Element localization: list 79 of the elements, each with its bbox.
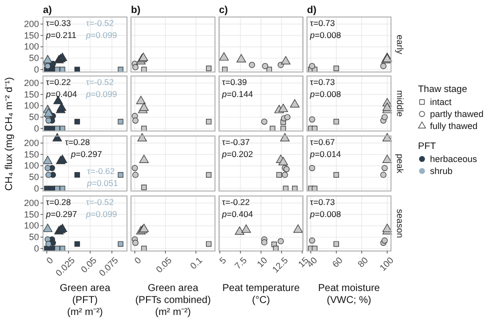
annotation: p=0.099 xyxy=(85,209,118,219)
y-axis-title: CH₄ flux (mg CH₄ m⁻² d⁻¹) xyxy=(4,77,15,191)
y-tick-label: 200 xyxy=(24,138,39,148)
annotation: τ=0.73 xyxy=(310,18,336,28)
y-tick-label: 50 xyxy=(28,232,39,242)
annotation: τ=0.28 xyxy=(46,197,72,207)
x-tick-label: 80 xyxy=(356,255,370,270)
y-tick-label: 0 xyxy=(34,183,39,194)
y-tick-label: 150 xyxy=(24,30,39,40)
y-tick-label: 100 xyxy=(24,42,39,52)
annotation: τ=0.73 xyxy=(310,77,336,87)
annotation: τ=0.33 xyxy=(46,18,72,28)
annotation: p=0.297 xyxy=(70,149,102,159)
annotation: τ=-0.52 xyxy=(86,77,114,87)
text: shrub xyxy=(430,166,453,176)
y-tick-label: 50 xyxy=(28,53,39,64)
annotation: τ=0.67 xyxy=(310,137,336,147)
y2-axis-title: middle xyxy=(395,90,405,117)
y-tick-label: 200 xyxy=(24,198,39,208)
y-tick-label: 150 xyxy=(24,209,39,220)
chart-title: c) xyxy=(219,5,228,16)
annotation: τ=0.73 xyxy=(310,197,336,207)
x-tick-label: 7.5 xyxy=(232,255,249,272)
y-tick-label: 100 xyxy=(24,100,39,111)
y-tick-label: 0 xyxy=(34,64,39,74)
y-tick-label: 100 xyxy=(24,220,39,231)
annotation: p=0.404 xyxy=(221,209,254,219)
x-axis-title: Peat moisture (VWC; %) xyxy=(318,283,380,306)
annotation: p=0.008 xyxy=(309,89,342,99)
annotation: p=0.404 xyxy=(45,89,78,99)
y-tick-label: 200 xyxy=(24,78,39,88)
y-tick-label: 100 xyxy=(24,160,39,171)
x-tick-label: 0 xyxy=(132,255,144,266)
y-tick-label: 50 xyxy=(28,112,39,122)
chart-title: b) xyxy=(131,5,140,16)
annotation: p=0.099 xyxy=(85,30,118,40)
annotation: p=0.144 xyxy=(221,89,254,99)
text: partly thawed xyxy=(430,109,484,119)
annotation: τ=-0.62 xyxy=(87,166,115,176)
annotation: p=0.202 xyxy=(221,149,254,159)
y2-axis-title: peak xyxy=(395,154,405,174)
annotation: p=0.008 xyxy=(309,209,342,219)
x-tick-label: 60 xyxy=(330,255,345,270)
annotation: p=0.051 xyxy=(86,178,118,188)
x-tick-label: 5 xyxy=(217,255,228,266)
annotation: τ=0.39 xyxy=(222,77,248,87)
x-tick-label: 0.1 xyxy=(188,255,204,272)
annotation: τ=-0.52 xyxy=(86,18,114,28)
text: PFT xyxy=(418,141,436,152)
text: herbaceous xyxy=(430,154,478,164)
x-axis-title: Green area (PFT) (m² m⁻²) xyxy=(60,283,111,318)
y-tick-label: 200 xyxy=(24,19,39,30)
y-tick-label: 0 xyxy=(34,243,39,254)
chart-title: a) xyxy=(43,5,52,16)
x-axis-title: Green area (PFTs combined) (m² m⁻²) xyxy=(135,283,211,318)
y2-axis-title: early xyxy=(395,34,405,55)
x-axis-title: Peat temperature (°C) xyxy=(222,283,300,306)
text: fully thawed xyxy=(430,121,478,131)
annotation: p=0.008 xyxy=(309,30,342,40)
x-tick-label: 10 xyxy=(255,255,270,270)
x-tick-label: 100 xyxy=(378,255,396,273)
chart-title: d) xyxy=(307,5,316,16)
annotation: τ=0.28 xyxy=(65,137,90,147)
y-tick-label: 0 xyxy=(34,123,39,134)
y-tick-label: 150 xyxy=(24,149,39,160)
annotation: p=0.099 xyxy=(85,89,118,99)
annotation: p=0.297 xyxy=(45,209,78,219)
y-tick-label: 50 xyxy=(28,172,39,182)
annotation: τ=-0.37 xyxy=(222,137,250,147)
y-tick-label: 150 xyxy=(24,89,39,100)
annotation: p=0.211 xyxy=(45,30,77,40)
annotation: τ=-0.22 xyxy=(222,197,250,207)
annotation: τ=0.22 xyxy=(46,77,72,87)
annotation: p=0.014 xyxy=(309,149,342,159)
x-tick-label: 0 xyxy=(44,255,56,266)
text: intact xyxy=(430,97,452,107)
annotation: τ=-0.52 xyxy=(86,197,114,207)
y2-axis-title: season xyxy=(395,208,405,238)
text: Thaw stage xyxy=(418,84,468,95)
